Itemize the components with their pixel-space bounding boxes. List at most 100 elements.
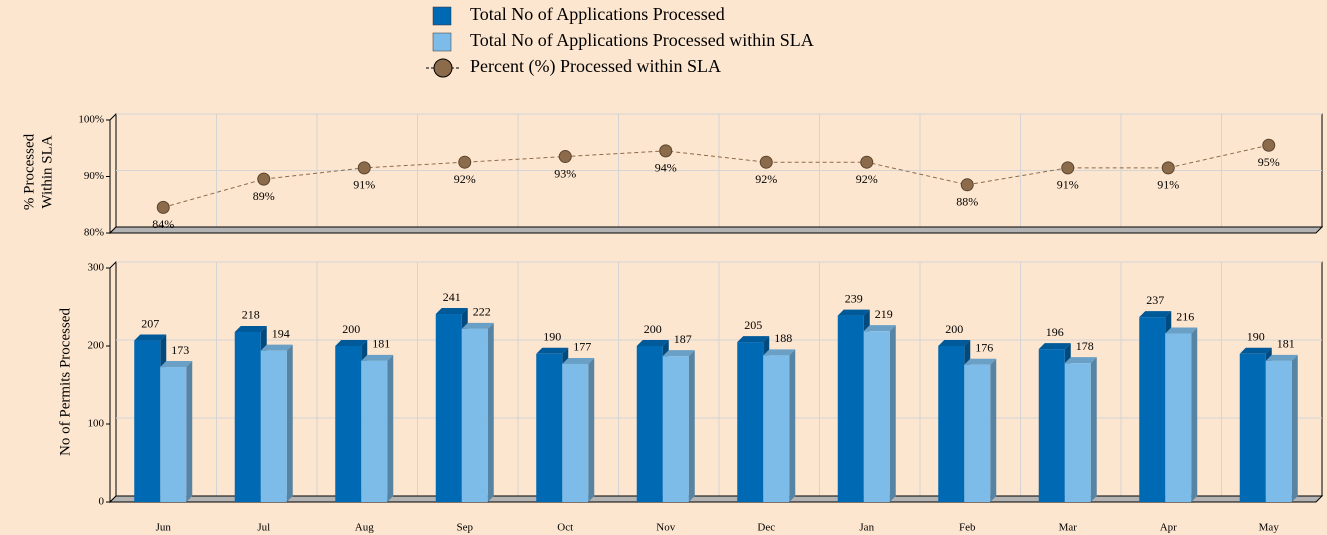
- y-axis-label: % Processed: [21, 133, 37, 210]
- x-tick-label: Jul: [257, 522, 270, 534]
- x-tick-label: Oct: [557, 522, 573, 534]
- bar: [636, 346, 663, 502]
- data-label: 92%: [454, 172, 476, 186]
- data-label: 216: [1176, 309, 1194, 323]
- bar: [234, 331, 261, 502]
- legend-swatch: [432, 32, 452, 52]
- bar: [536, 353, 563, 502]
- x-tick-label: May: [1259, 522, 1280, 534]
- data-label: 173: [171, 343, 189, 357]
- plot-floor: [108, 226, 1324, 234]
- point: [458, 155, 472, 169]
- bar: [160, 367, 187, 502]
- bar: [1038, 349, 1065, 502]
- data-label: 194: [272, 326, 290, 340]
- point: [659, 144, 673, 158]
- bar-side: [286, 344, 293, 502]
- bar-top: [260, 344, 293, 351]
- bar-side: [889, 325, 896, 502]
- bar-top: [763, 349, 796, 356]
- data-label: 91%: [1157, 178, 1179, 192]
- y-tick-label: 200: [88, 340, 105, 352]
- data-label: 88%: [956, 195, 978, 209]
- bar: [1165, 333, 1192, 502]
- bar: [837, 315, 864, 502]
- x-tick-label: Feb: [959, 522, 976, 534]
- data-label: 178: [1076, 339, 1094, 353]
- data-label: 196: [1046, 325, 1064, 339]
- x-tick-label: Dec: [757, 522, 775, 534]
- bar-top: [134, 334, 167, 341]
- point: [156, 200, 170, 214]
- y-tick-label: 300: [88, 262, 105, 274]
- data-label: 207: [141, 316, 159, 330]
- bar-top: [1239, 347, 1272, 354]
- bar-top: [160, 361, 193, 368]
- bar-top: [964, 358, 997, 365]
- x-tick-label: Apr: [1160, 522, 1177, 534]
- bar-top: [461, 322, 494, 329]
- x-tick-label: Jun: [156, 522, 172, 534]
- data-label: 200: [342, 322, 360, 336]
- bar-top: [435, 308, 468, 315]
- data-label: 187: [674, 332, 692, 346]
- bar-top: [1064, 357, 1097, 364]
- point: [1262, 138, 1276, 152]
- bar: [1239, 353, 1266, 502]
- bar-top: [1139, 311, 1172, 318]
- data-label: 94%: [655, 161, 677, 175]
- x-tick-label: Mar: [1059, 522, 1078, 534]
- bar-top: [863, 325, 896, 332]
- data-label: 177: [573, 340, 591, 354]
- point: [960, 178, 974, 192]
- point: [759, 155, 773, 169]
- bar-top: [938, 340, 971, 346]
- bar-side: [990, 358, 997, 502]
- bar-top: [737, 336, 770, 343]
- data-label: 205: [744, 318, 762, 332]
- bar: [662, 356, 689, 502]
- data-label: 241: [443, 290, 461, 304]
- bar-side: [1090, 357, 1097, 502]
- data-label: 84%: [152, 217, 174, 231]
- data-label: 92%: [856, 172, 878, 186]
- bar-side: [186, 361, 193, 502]
- bar: [863, 331, 890, 502]
- bar-side: [1291, 354, 1298, 502]
- data-label: 237: [1146, 293, 1164, 307]
- data-label: 239: [845, 291, 863, 305]
- x-tick-label: Jan: [859, 522, 874, 534]
- data-label: 200: [945, 322, 963, 336]
- bar: [1265, 360, 1292, 502]
- bar: [562, 363, 589, 502]
- y-tick-label: 0: [99, 496, 105, 508]
- x-tick-label: Nov: [656, 522, 675, 534]
- bar: [1139, 317, 1166, 502]
- y-tick-label: 100: [88, 418, 105, 430]
- bar-side: [688, 350, 695, 502]
- bar-side: [789, 349, 796, 502]
- data-label: 95%: [1258, 155, 1280, 169]
- point: [257, 172, 271, 186]
- data-label: 190: [1247, 330, 1265, 344]
- bar-top: [1265, 354, 1298, 361]
- bar-top: [636, 340, 669, 346]
- x-tick-label: Sep: [457, 522, 474, 534]
- data-label: 222: [473, 305, 491, 319]
- point: [860, 155, 874, 169]
- plot-wall: [109, 112, 117, 235]
- data-label: 92%: [755, 172, 777, 186]
- data-label: 93%: [554, 166, 576, 180]
- bar-side: [387, 354, 394, 502]
- bar-top: [234, 325, 267, 332]
- data-label: 181: [1277, 337, 1295, 351]
- bar-top: [1038, 343, 1071, 350]
- bar: [938, 346, 965, 502]
- bar: [435, 314, 462, 502]
- data-label: 200: [644, 322, 662, 336]
- plot-floor: [108, 495, 1324, 503]
- y-axis-label: No of Permits Processed: [57, 308, 73, 456]
- bar: [361, 360, 388, 502]
- legend-label: Total No of Applications Processed: [470, 4, 725, 24]
